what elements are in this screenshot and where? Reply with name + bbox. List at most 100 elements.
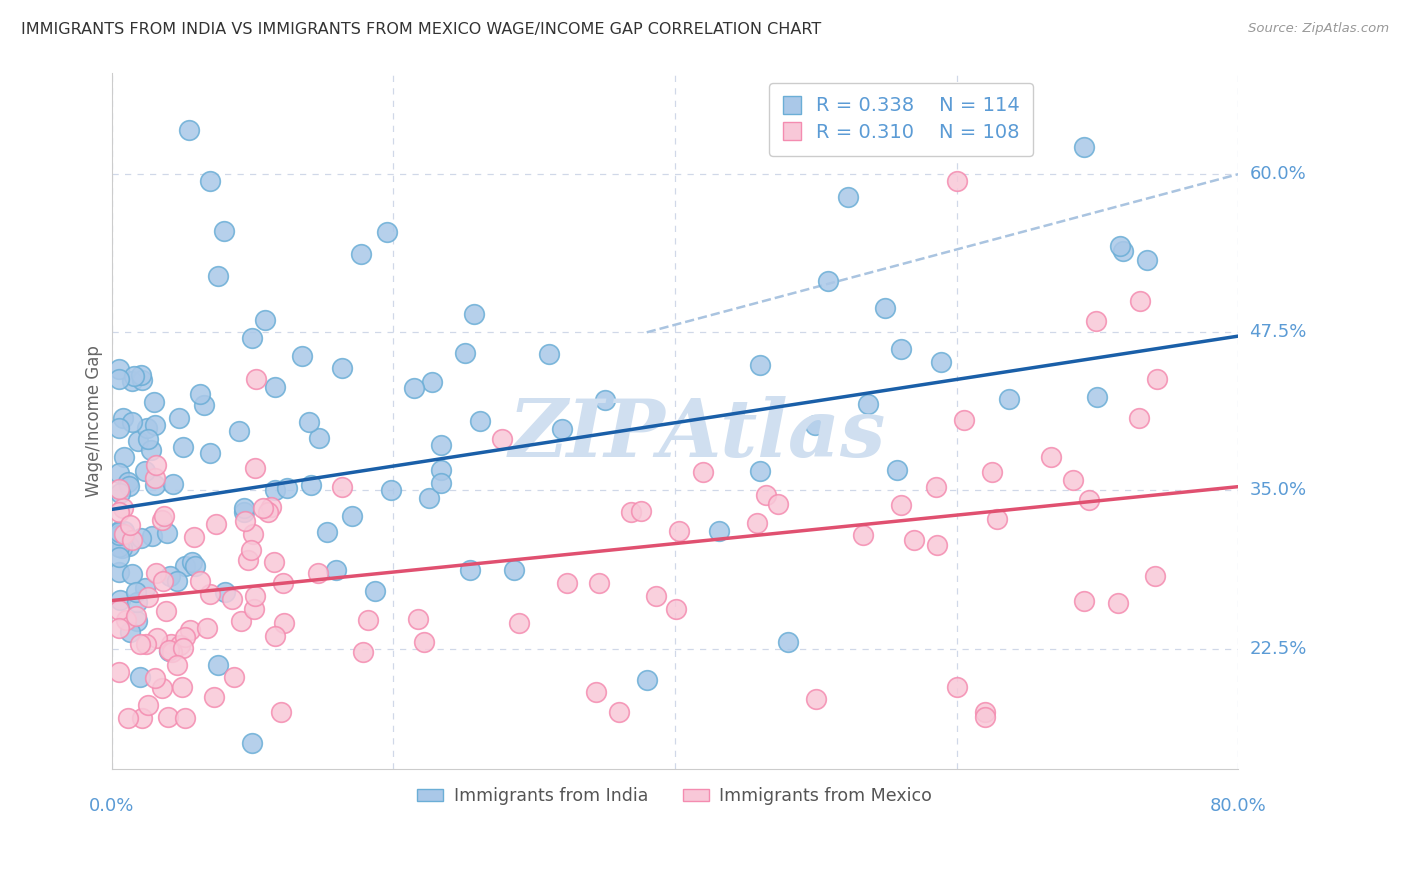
Point bbox=[121, 567, 143, 582]
Point bbox=[1063, 474, 1085, 488]
Point bbox=[228, 424, 250, 438]
Point bbox=[107, 525, 129, 540]
Point bbox=[1085, 390, 1108, 404]
Point bbox=[107, 549, 129, 564]
Text: 47.5%: 47.5% bbox=[1250, 323, 1306, 342]
Point bbox=[107, 372, 129, 386]
Point bbox=[837, 190, 859, 204]
Point bbox=[588, 576, 610, 591]
Point bbox=[890, 498, 912, 512]
Point bbox=[122, 368, 145, 383]
Point bbox=[150, 513, 173, 527]
Point bbox=[291, 349, 314, 363]
Point bbox=[111, 411, 134, 425]
Point bbox=[468, 414, 491, 428]
Point bbox=[134, 464, 156, 478]
Point bbox=[263, 554, 285, 568]
Point bbox=[172, 440, 194, 454]
Point bbox=[188, 386, 211, 401]
Point bbox=[107, 421, 129, 435]
Point bbox=[276, 481, 298, 495]
Point bbox=[925, 538, 948, 552]
Point bbox=[245, 372, 267, 386]
Point bbox=[172, 680, 194, 694]
Point bbox=[270, 705, 292, 719]
Point bbox=[412, 635, 434, 649]
Point bbox=[240, 331, 263, 345]
Point bbox=[129, 368, 152, 383]
Point bbox=[375, 225, 398, 239]
Point bbox=[157, 644, 180, 658]
Point bbox=[607, 705, 630, 719]
Point bbox=[458, 563, 481, 577]
Point bbox=[143, 471, 166, 485]
Point bbox=[986, 512, 1008, 526]
Y-axis label: Wage/Income Gap: Wage/Income Gap bbox=[86, 345, 103, 497]
Point bbox=[177, 123, 200, 137]
Point bbox=[193, 398, 215, 412]
Point bbox=[242, 736, 264, 750]
Point bbox=[271, 576, 294, 591]
Point bbox=[748, 464, 770, 478]
Point bbox=[143, 395, 166, 409]
Point bbox=[973, 709, 995, 723]
Point bbox=[235, 514, 257, 528]
Text: 80.0%: 80.0% bbox=[1209, 797, 1267, 814]
Point bbox=[745, 516, 768, 530]
Point bbox=[257, 504, 280, 518]
Point bbox=[121, 533, 143, 547]
Point bbox=[1073, 140, 1095, 154]
Point bbox=[221, 592, 243, 607]
Point bbox=[1136, 253, 1159, 268]
Point bbox=[953, 413, 976, 427]
Point bbox=[665, 602, 688, 616]
Point bbox=[107, 621, 129, 635]
Point bbox=[136, 590, 159, 604]
Point bbox=[139, 443, 162, 458]
Point bbox=[145, 458, 167, 472]
Point bbox=[172, 641, 194, 656]
Point bbox=[135, 637, 157, 651]
Point bbox=[136, 433, 159, 447]
Point bbox=[136, 698, 159, 713]
Point bbox=[232, 501, 254, 516]
Point bbox=[115, 613, 138, 627]
Point bbox=[169, 639, 191, 653]
Point bbox=[155, 526, 177, 541]
Point bbox=[107, 665, 129, 680]
Point bbox=[430, 438, 453, 452]
Point bbox=[454, 346, 477, 360]
Point bbox=[1129, 293, 1152, 308]
Point bbox=[112, 524, 135, 538]
Point bbox=[1078, 492, 1101, 507]
Text: 35.0%: 35.0% bbox=[1250, 482, 1306, 500]
Point bbox=[754, 488, 776, 502]
Point bbox=[420, 375, 443, 389]
Point bbox=[766, 497, 789, 511]
Point bbox=[107, 565, 129, 579]
Point bbox=[131, 711, 153, 725]
Point bbox=[229, 614, 252, 628]
Point bbox=[183, 530, 205, 544]
Point bbox=[200, 173, 222, 187]
Text: 60.0%: 60.0% bbox=[1250, 165, 1306, 183]
Point bbox=[128, 670, 150, 684]
Point bbox=[127, 595, 149, 609]
Point bbox=[260, 500, 283, 515]
Point bbox=[585, 685, 607, 699]
Point bbox=[352, 645, 374, 659]
Point bbox=[117, 475, 139, 489]
Point bbox=[152, 574, 174, 588]
Point bbox=[155, 604, 177, 618]
Point bbox=[233, 505, 256, 519]
Point bbox=[242, 527, 264, 541]
Point bbox=[817, 274, 839, 288]
Point bbox=[112, 450, 135, 464]
Point bbox=[852, 527, 875, 541]
Text: ZIPAtlas: ZIPAtlas bbox=[509, 396, 886, 474]
Point bbox=[107, 505, 129, 519]
Point bbox=[929, 355, 952, 369]
Point bbox=[120, 518, 142, 533]
Point bbox=[264, 380, 287, 394]
Point bbox=[111, 500, 134, 515]
